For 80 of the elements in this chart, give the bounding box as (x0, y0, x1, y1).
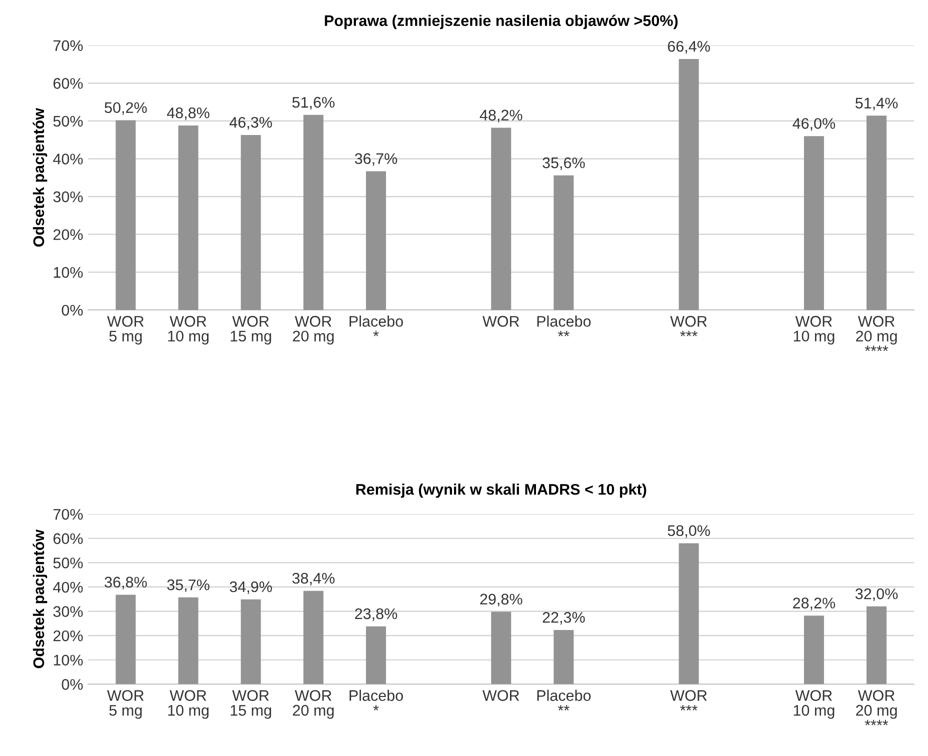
y-tick-label: 30% (53, 191, 83, 202)
y-tick-label: 10% (54, 267, 83, 278)
data-label: 50,2% (104, 102, 147, 115)
bar (554, 630, 574, 684)
x-tick-label: WOR 10 mg (794, 316, 834, 345)
x-tick-label: WOR 10 mg (168, 690, 209, 719)
y-tick-label: 40% (53, 582, 83, 593)
bar (116, 594, 136, 684)
bar (804, 616, 824, 684)
y-tick-label: 70% (54, 508, 83, 520)
bar (178, 597, 198, 684)
bar (866, 116, 887, 310)
data-label: 28,2% (793, 598, 836, 610)
y-tick-label: 30% (53, 606, 83, 617)
bar (366, 171, 386, 310)
y-tick-label: 0% (62, 304, 83, 316)
x-tick-label: WOR 20 mg **** (856, 316, 897, 352)
x-tick-label: WOR 5 mg (107, 316, 144, 345)
bar (116, 120, 136, 310)
bar (303, 590, 324, 684)
bar (678, 543, 699, 684)
x-tick-label: WOR 15 mg (230, 690, 272, 719)
bar (804, 136, 824, 310)
y-tick-label: 60% (54, 533, 83, 544)
x-tick-label: WOR 20 mg (292, 316, 334, 345)
x-tick-label: WOR 20 mg **** (856, 690, 897, 726)
bar (554, 175, 574, 310)
bar (240, 599, 261, 684)
data-label: 51,6% (292, 96, 335, 110)
x-tick-label: WOR 5 mg (107, 690, 144, 719)
data-label: 36,7% (354, 153, 398, 166)
bar (303, 114, 324, 310)
bar (678, 58, 699, 310)
y-tick-label: 70% (54, 40, 83, 52)
data-label: 36,8% (104, 576, 147, 590)
data-label: 51,4% (855, 98, 898, 110)
x-tick-label: WOR (482, 690, 520, 701)
bar (491, 128, 512, 310)
data-label: 29,8% (480, 594, 522, 606)
x-tick-label: WOR 20 mg (292, 690, 334, 719)
y-tick-label: 10% (54, 654, 83, 666)
data-label: 46,0% (792, 118, 836, 131)
chart-title: Poprawa (zmniejszenie nasilenia objawów >50%) (324, 14, 678, 30)
data-label: 32,0% (855, 588, 898, 602)
data-label: 34,9% (230, 581, 272, 594)
x-tick-label: WOR 10 mg (168, 316, 209, 345)
bar (178, 125, 198, 310)
y-tick-label: 50% (53, 116, 83, 127)
y-axis-title: Odsetek pacjentów (32, 529, 48, 668)
x-tick-label: WOR 10 mg (794, 690, 834, 719)
data-label: 48,8% (166, 107, 210, 120)
chart-title: Remisja (wynik w skali MADRS < 10 pkt) (356, 484, 646, 498)
data-label: 23,8% (355, 608, 398, 621)
bar (366, 626, 386, 684)
bar (240, 134, 261, 310)
data-label: 38,4% (292, 572, 335, 586)
x-tick-label: Placebo * (350, 690, 403, 710)
data-label: 35,7% (167, 579, 210, 592)
data-label: 48,2% (480, 110, 522, 122)
y-tick-label: 40% (53, 154, 83, 164)
x-tick-label: WOR (482, 316, 520, 327)
x-tick-label: Placebo ** (537, 690, 591, 710)
data-label: 35,6% (542, 157, 585, 170)
data-label: 46,3% (230, 116, 272, 130)
bar (866, 606, 887, 684)
y-tick-label: 0% (62, 679, 83, 690)
y-axis-title: Odsetek pacjentów (32, 108, 48, 247)
x-tick-label: Placebo * (350, 316, 403, 336)
data-label: 58,0% (668, 525, 710, 538)
x-tick-label: WOR *** (670, 690, 707, 710)
data-label: 22,3% (542, 612, 585, 625)
data-label: 66,4% (668, 40, 710, 54)
y-tick-label: 20% (53, 229, 83, 240)
bar (491, 612, 512, 684)
y-tick-label: 60% (54, 78, 83, 89)
x-tick-label: WOR *** (670, 316, 707, 336)
y-tick-label: 50% (53, 558, 83, 568)
x-tick-label: Placebo ** (537, 316, 591, 336)
y-tick-label: 20% (53, 630, 83, 642)
x-tick-label: WOR 15 mg (230, 316, 272, 345)
